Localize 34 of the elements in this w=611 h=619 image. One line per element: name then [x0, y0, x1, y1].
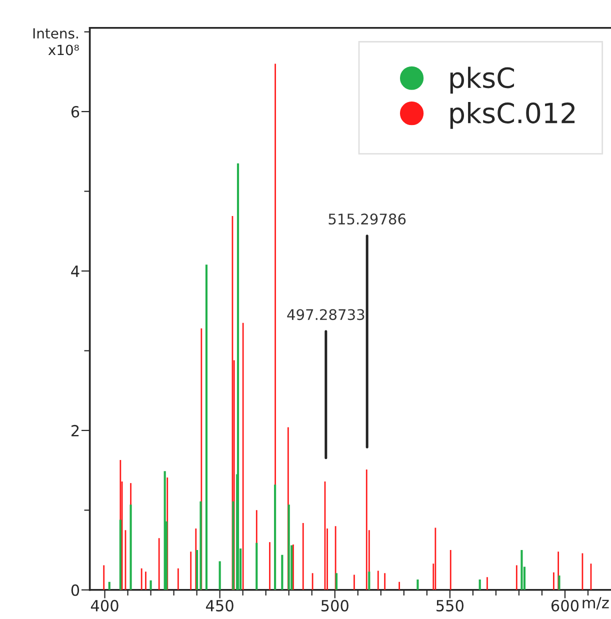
- x-axis-title: m/z: [582, 597, 609, 610]
- y-tick-label: 4: [71, 266, 80, 277]
- annotation: 497.28733: [287, 309, 364, 320]
- x-tick-label: 550: [436, 600, 464, 612]
- bar: [130, 504, 132, 590]
- y-axis-title: Intens. x10⁸: [33, 28, 79, 56]
- legend-label: pksC.012: [450, 102, 575, 129]
- bar: [119, 520, 122, 590]
- y-tick-label: 6: [71, 106, 80, 118]
- x-tick-label: 450: [206, 600, 234, 612]
- bar: [288, 504, 290, 590]
- bar: [200, 501, 202, 590]
- bar: [236, 163, 240, 590]
- x-tick-label: 600: [551, 600, 579, 612]
- bar: [416, 580, 419, 590]
- bar: [150, 580, 152, 590]
- bar: [108, 582, 110, 590]
- bar: [274, 484, 276, 590]
- bar: [232, 501, 234, 590]
- y-tick-label: 2: [71, 424, 79, 436]
- bar: [205, 264, 208, 590]
- x-tick-label: 500: [321, 600, 348, 612]
- x-tick-label: 400: [90, 600, 118, 612]
- bar: [335, 573, 338, 590]
- bar: [478, 580, 481, 590]
- bar: [256, 542, 258, 590]
- bar: [218, 561, 221, 590]
- annotation: 515.29786: [328, 214, 406, 225]
- legend-label: pksC: [450, 66, 514, 94]
- bar: [281, 554, 284, 590]
- bar: [558, 576, 560, 590]
- bar: [368, 572, 370, 590]
- y-tick-label: 0: [71, 584, 80, 596]
- bar: [520, 550, 523, 590]
